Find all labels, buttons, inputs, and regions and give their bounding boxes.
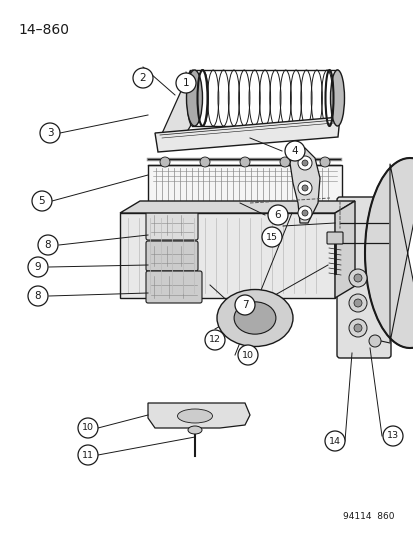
Circle shape — [297, 181, 311, 195]
Polygon shape — [289, 148, 319, 223]
Text: 8: 8 — [35, 291, 41, 301]
Text: 10: 10 — [242, 351, 254, 359]
Circle shape — [297, 206, 311, 220]
Circle shape — [368, 335, 380, 347]
Ellipse shape — [233, 302, 275, 334]
Circle shape — [353, 324, 361, 332]
Text: 11: 11 — [82, 450, 94, 459]
FancyBboxPatch shape — [146, 241, 197, 271]
Circle shape — [324, 431, 344, 451]
Text: 2: 2 — [139, 73, 146, 83]
FancyBboxPatch shape — [336, 197, 390, 358]
Text: 94114  860: 94114 860 — [343, 512, 394, 521]
Circle shape — [284, 141, 304, 161]
Circle shape — [353, 274, 361, 282]
Circle shape — [279, 157, 289, 167]
Circle shape — [348, 294, 366, 312]
Circle shape — [240, 157, 249, 167]
Circle shape — [267, 205, 287, 225]
Circle shape — [301, 185, 307, 191]
Circle shape — [28, 257, 48, 277]
FancyBboxPatch shape — [326, 232, 342, 244]
Text: 6: 6 — [274, 210, 280, 220]
Circle shape — [38, 235, 58, 255]
Circle shape — [133, 68, 153, 88]
Polygon shape — [364, 158, 413, 348]
FancyBboxPatch shape — [146, 210, 197, 240]
Polygon shape — [154, 117, 339, 152]
Circle shape — [40, 123, 60, 143]
Circle shape — [353, 299, 361, 307]
Ellipse shape — [177, 409, 212, 423]
Circle shape — [301, 160, 307, 166]
Circle shape — [159, 157, 170, 167]
Text: 14: 14 — [328, 437, 340, 446]
Text: 3: 3 — [47, 128, 53, 138]
Circle shape — [32, 191, 52, 211]
Circle shape — [319, 157, 329, 167]
Circle shape — [204, 330, 224, 350]
Circle shape — [235, 295, 254, 315]
Text: 9: 9 — [35, 262, 41, 272]
Circle shape — [348, 319, 366, 337]
Ellipse shape — [188, 426, 202, 434]
Circle shape — [348, 269, 366, 287]
Polygon shape — [120, 201, 354, 213]
Circle shape — [382, 426, 402, 446]
Ellipse shape — [216, 289, 292, 346]
Circle shape — [237, 345, 257, 365]
Bar — [120, 213, 334, 298]
Polygon shape — [334, 201, 354, 298]
Text: 15: 15 — [266, 232, 277, 241]
Text: 4: 4 — [291, 146, 298, 156]
Text: 5: 5 — [38, 196, 45, 206]
Circle shape — [301, 210, 307, 216]
Circle shape — [78, 445, 98, 465]
Text: 8: 8 — [45, 240, 51, 250]
FancyBboxPatch shape — [146, 271, 202, 303]
Text: 7: 7 — [241, 300, 248, 310]
Ellipse shape — [330, 70, 344, 126]
Circle shape — [199, 157, 209, 167]
Circle shape — [297, 156, 311, 170]
Circle shape — [176, 73, 195, 93]
Circle shape — [78, 418, 98, 438]
Text: 1: 1 — [182, 78, 189, 88]
Text: 12: 12 — [209, 335, 221, 344]
Polygon shape — [147, 403, 249, 428]
Bar — [147, 165, 341, 203]
Circle shape — [28, 286, 48, 306]
Text: 13: 13 — [386, 432, 398, 440]
Text: 14–860: 14–860 — [18, 23, 69, 37]
Ellipse shape — [186, 70, 202, 126]
Polygon shape — [159, 70, 190, 143]
Circle shape — [261, 227, 281, 247]
Text: 10: 10 — [82, 424, 94, 432]
